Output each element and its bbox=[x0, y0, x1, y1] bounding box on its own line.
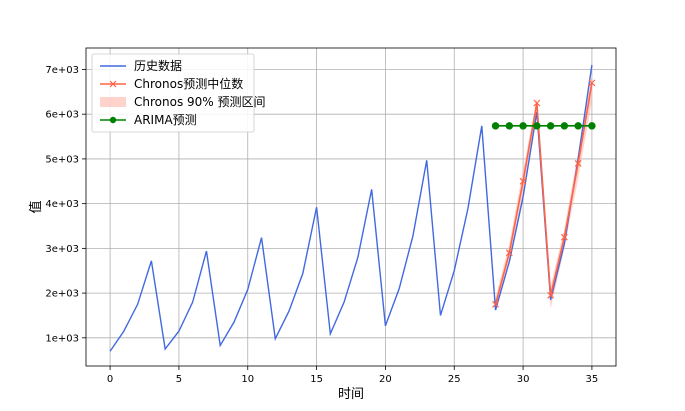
arima-point bbox=[533, 122, 541, 130]
chronos-median-point bbox=[547, 291, 555, 299]
x-tick-label: 35 bbox=[586, 374, 599, 385]
legend-entry: Chronos预测中位数 bbox=[100, 76, 243, 91]
arima-point bbox=[574, 122, 582, 130]
arima-point bbox=[505, 122, 514, 130]
y-tick-label: 3e+03 bbox=[45, 244, 79, 255]
y-tick-label: 7e+03 bbox=[45, 65, 79, 76]
y-tick-label: 6e+03 bbox=[45, 110, 79, 121]
y-tick-label: 1e+03 bbox=[45, 333, 79, 344]
y-tick-label: 5e+03 bbox=[45, 154, 79, 165]
plot-frame bbox=[85, 47, 617, 367]
arima-point bbox=[491, 122, 500, 130]
legend-entries: 历史数据 Chronos预测中位数 Chronos 90% 预测区间 ARIMA预测 bbox=[100, 58, 266, 127]
chronos-median-point bbox=[574, 159, 582, 167]
legend-label: 历史数据 bbox=[134, 58, 182, 73]
tick-layer: 0 5 10 15 20 25 30 35 1e+03 2e+03 3e+03 4e+03 5e+03 6… bbox=[45, 65, 598, 385]
arima-point bbox=[588, 122, 596, 130]
y-tick-label: 2e+03 bbox=[45, 289, 79, 300]
legend-box bbox=[91, 53, 255, 133]
y-tick-label: 4e+03 bbox=[45, 199, 79, 210]
legend-entry: Chronos 90% 预测区间 bbox=[100, 95, 266, 109]
legend: 历史数据 Chronos预测中位数 Chronos 90% 预测区间 ARIMA预测 bbox=[91, 53, 266, 133]
arima-point bbox=[560, 122, 569, 130]
chronos-median-point bbox=[492, 300, 499, 308]
chronos-median-point bbox=[505, 249, 513, 257]
y-axis-title: 值 bbox=[28, 200, 44, 213]
chronos-median-point bbox=[588, 79, 596, 87]
x-tick-label: 20 bbox=[379, 374, 392, 385]
chronos-median-point bbox=[519, 177, 527, 185]
legend-entry: 历史数据 bbox=[100, 58, 182, 73]
x-tick-label: 0 bbox=[107, 374, 113, 385]
legend-swatch bbox=[100, 97, 126, 107]
legend-label: Chronos 90% 预测区间 bbox=[134, 95, 266, 109]
legend-label: Chronos预测中位数 bbox=[134, 76, 243, 91]
x-tick-label: 15 bbox=[310, 374, 323, 385]
x-tick-label: 5 bbox=[176, 374, 182, 385]
legend-entry: ARIMA预测 bbox=[100, 113, 197, 127]
x-tick-label: 10 bbox=[241, 374, 254, 385]
arima-point bbox=[519, 122, 527, 130]
chronos-median-point bbox=[560, 233, 568, 241]
arima-point bbox=[546, 122, 555, 130]
x-axis-title: 时间 bbox=[338, 387, 364, 402]
chronos-median-line bbox=[494, 82, 593, 305]
chronos-median-point bbox=[533, 99, 541, 107]
series-layer bbox=[109, 64, 596, 352]
x-tick-label: 30 bbox=[517, 374, 530, 385]
legend-label: ARIMA预测 bbox=[134, 113, 197, 127]
x-tick-label: 25 bbox=[448, 374, 461, 385]
